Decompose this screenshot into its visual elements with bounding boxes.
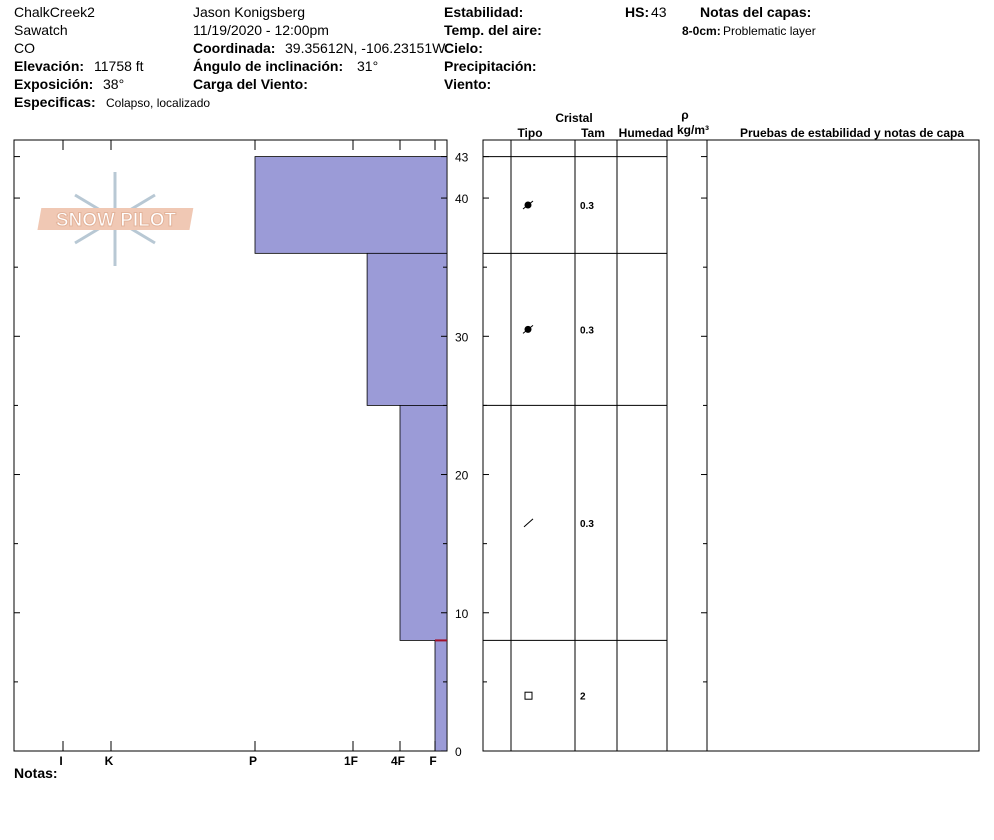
layer-note-range: 8-0cm: bbox=[682, 24, 721, 38]
hardness-tick-label: K bbox=[105, 754, 114, 768]
hardness-bar bbox=[254, 156, 448, 254]
hardness-tick-label: 4F bbox=[391, 754, 405, 768]
coord-label: Coordinada: bbox=[193, 40, 275, 56]
grain-size: 0.3 bbox=[580, 519, 594, 530]
tests-header: Pruebas de estabilidad y notas de capa bbox=[740, 126, 964, 140]
y-tick-label: 20 bbox=[455, 469, 469, 483]
layer-note: Problematic layer bbox=[723, 24, 816, 38]
table-columns bbox=[510, 140, 708, 751]
sky-label: Cielo: bbox=[444, 40, 483, 56]
state: CO bbox=[14, 40, 35, 56]
hs: 43 bbox=[651, 4, 667, 20]
range: Sawatch bbox=[14, 22, 68, 38]
elevation: 11758 ft bbox=[94, 58, 144, 74]
grain-symbol bbox=[523, 518, 534, 528]
coord: 39.35612N, -106.23151W bbox=[285, 40, 446, 56]
layer-notes-label: Notas del capas: bbox=[700, 4, 811, 20]
rho-header: ρ bbox=[681, 108, 688, 122]
crystal-header: Cristal bbox=[555, 111, 592, 125]
slope-label: Ángulo de inclinación: bbox=[193, 58, 343, 74]
hardness-bar bbox=[434, 640, 448, 752]
size-header: Tam bbox=[581, 126, 605, 140]
hardness-tick-label: 1F bbox=[344, 754, 358, 768]
y-tick-label: 0 bbox=[455, 745, 462, 759]
hs-label: HS: bbox=[625, 4, 649, 20]
aspect: 38° bbox=[103, 76, 124, 92]
grain-size: 2 bbox=[580, 692, 586, 703]
datetime: 11/19/2020 - 12:00pm bbox=[193, 22, 329, 38]
density-unit: kg/m³ bbox=[677, 123, 709, 137]
hardness-tick-label: F bbox=[429, 754, 436, 768]
aspect-label: Exposición: bbox=[14, 76, 93, 92]
air-temp-label: Temp. del aire: bbox=[444, 22, 542, 38]
grain-size: 0.3 bbox=[580, 325, 594, 336]
hardness-bar bbox=[399, 405, 448, 641]
y-tick-label: 10 bbox=[455, 607, 469, 621]
y-tick-label: 30 bbox=[455, 330, 469, 344]
observer: Jason Konigsberg bbox=[193, 4, 305, 20]
grain-symbol bbox=[522, 200, 534, 210]
type-header: Tipo bbox=[517, 126, 542, 140]
y-tick-label: 40 bbox=[455, 192, 469, 206]
hardness-bar bbox=[366, 252, 448, 406]
specifics-label: Especificas: bbox=[14, 94, 96, 110]
slope: 31° bbox=[357, 58, 378, 74]
wind-load-label: Carga del Viento: bbox=[193, 76, 308, 92]
logo-text: SNOW PILOT bbox=[56, 210, 177, 231]
header: ChalkCreek2 Sawatch CO Elevación: 11758 … bbox=[14, 4, 816, 110]
logo: SNOW PILOT bbox=[37, 172, 194, 266]
specifics: Colapso, localizado bbox=[106, 96, 210, 110]
grain-symbol bbox=[522, 324, 534, 334]
grain-size: 0.3 bbox=[580, 201, 594, 212]
moisture-header: Humedad bbox=[619, 126, 674, 140]
grain-symbol bbox=[524, 691, 533, 700]
elevation-label: Elevación: bbox=[14, 58, 84, 74]
precip-label: Precipitación: bbox=[444, 58, 537, 74]
hardness-tick-label: P bbox=[249, 754, 257, 768]
y-tick-label: 43 bbox=[455, 151, 469, 165]
site: ChalkCreek2 bbox=[14, 4, 95, 20]
wind-label: Viento: bbox=[444, 76, 491, 92]
hardness-tick-label: I bbox=[59, 754, 62, 768]
table-frame bbox=[482, 139, 980, 752]
stability-label: Estabilidad: bbox=[444, 4, 523, 20]
notes-label: Notas: bbox=[14, 765, 58, 781]
